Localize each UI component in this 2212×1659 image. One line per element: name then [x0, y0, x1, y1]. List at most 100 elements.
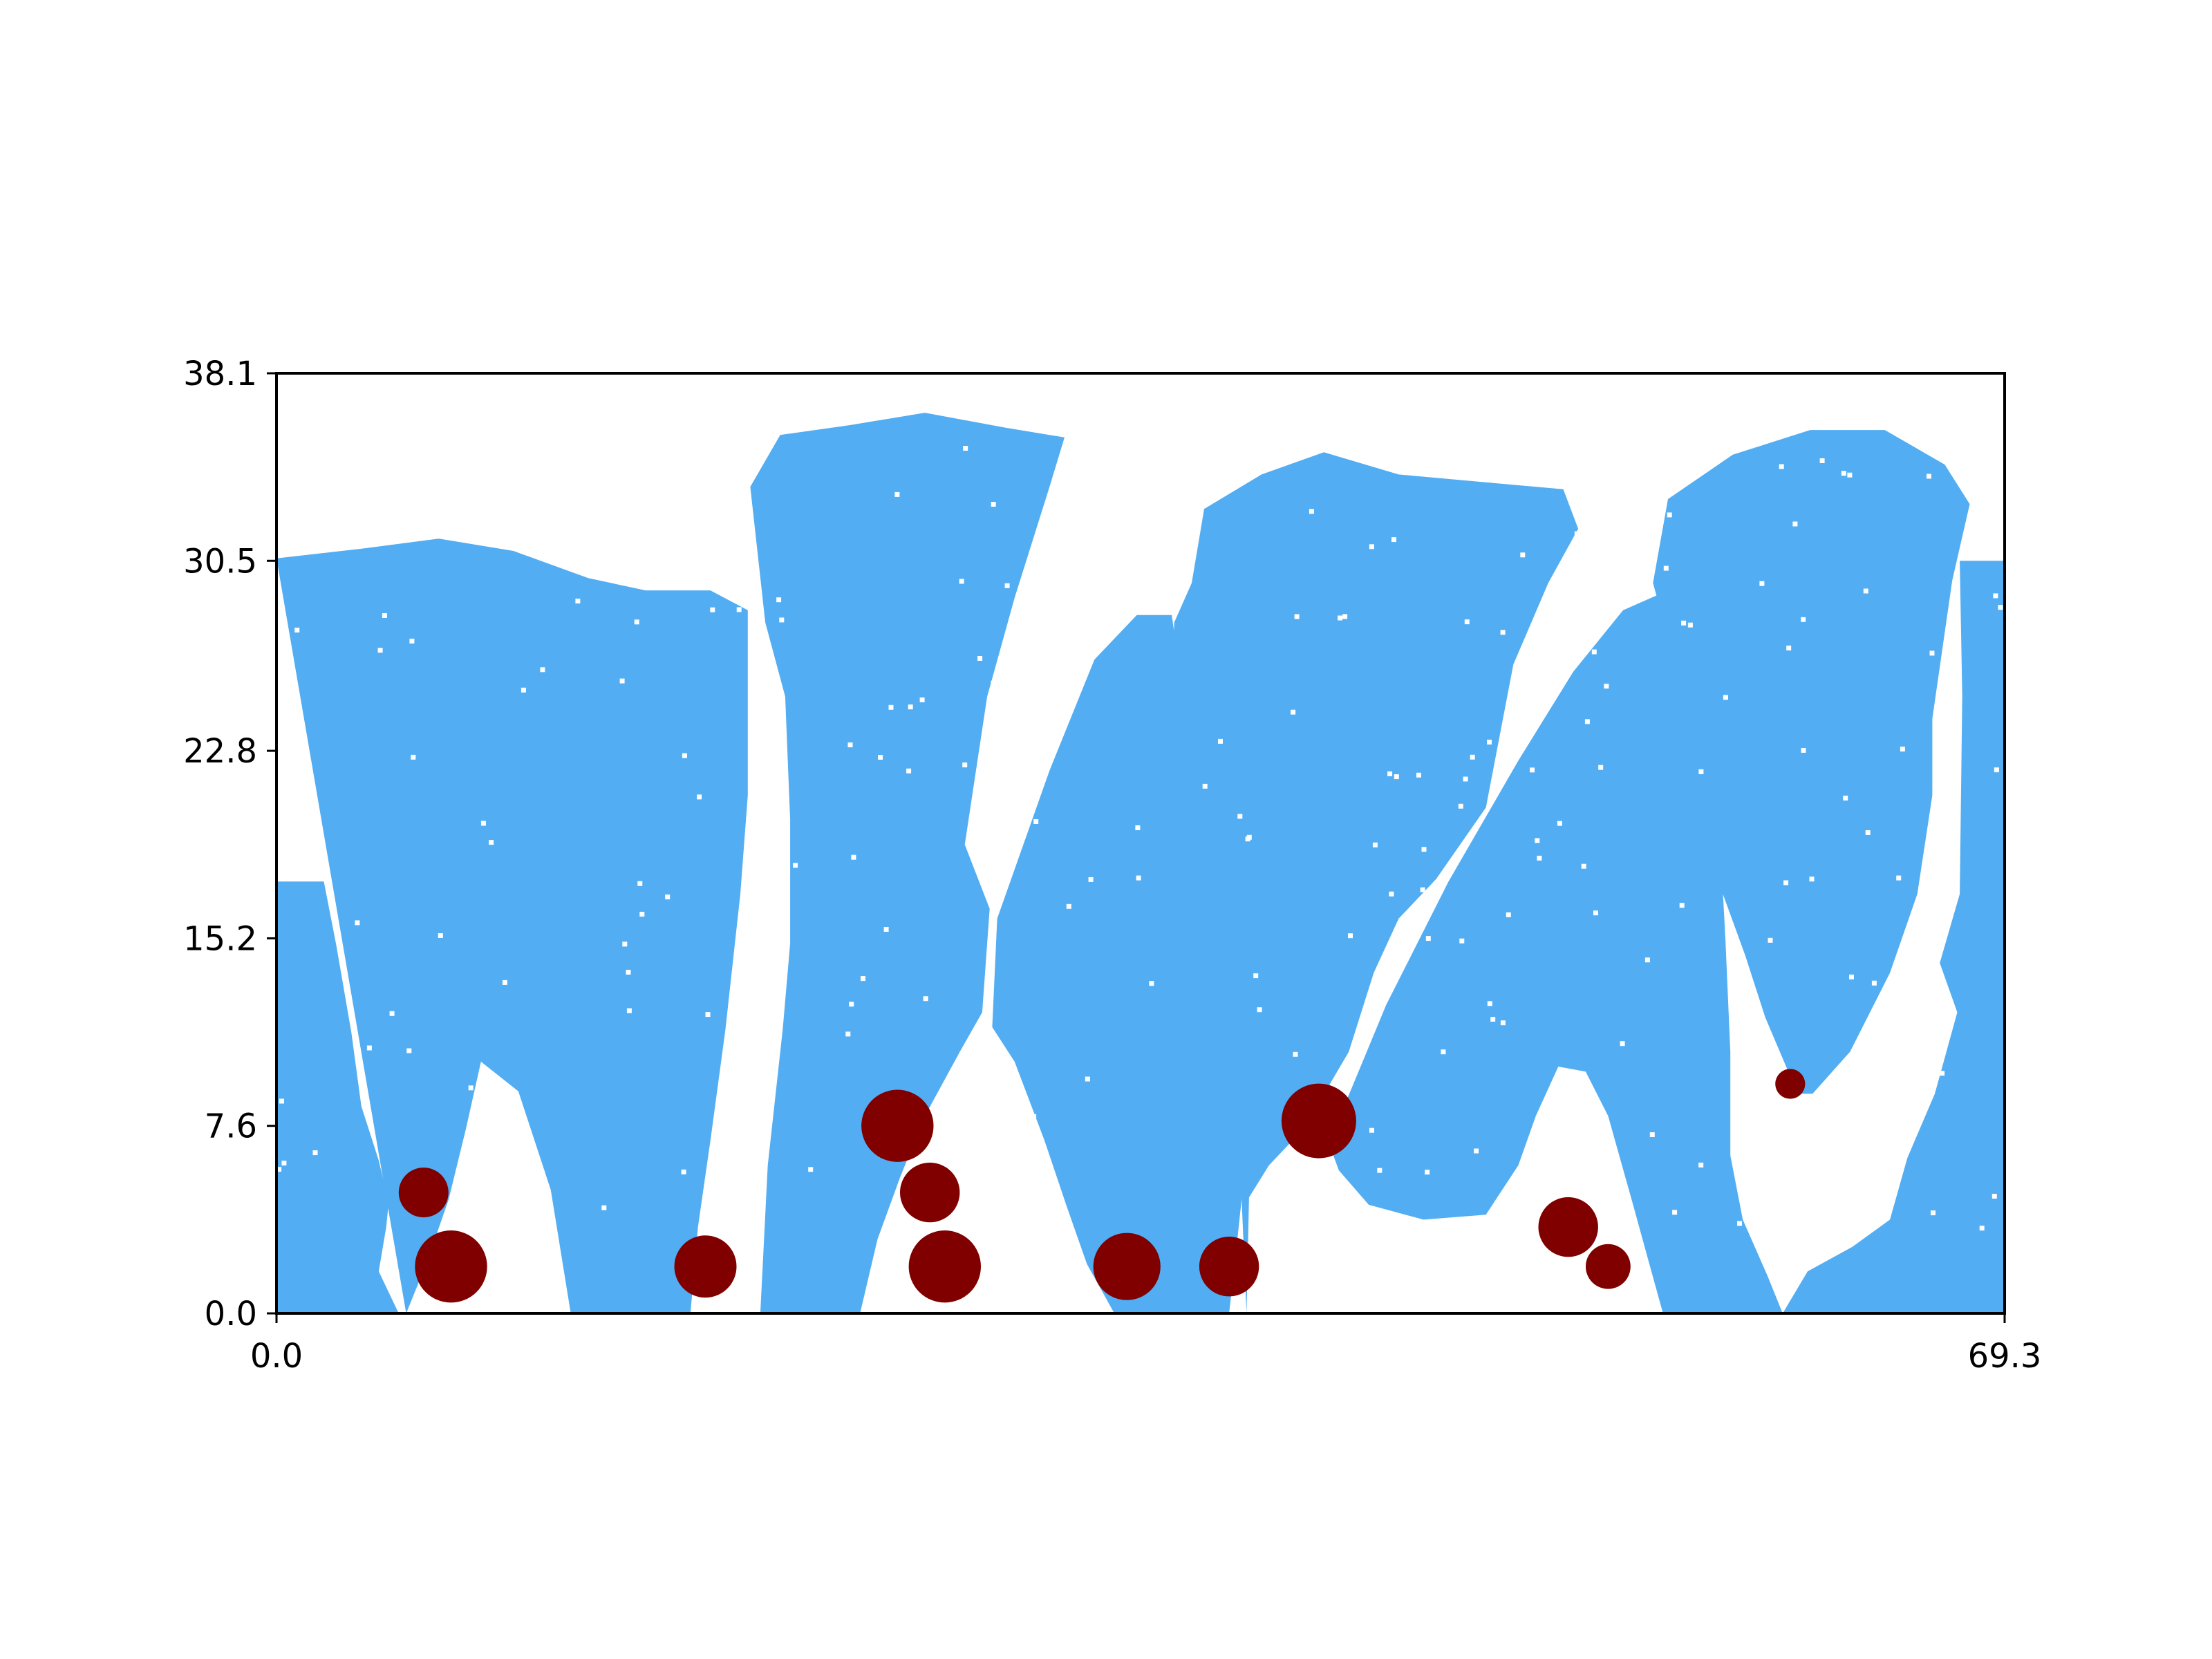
field-gap [467, 1165, 472, 1171]
field-gap [540, 1170, 545, 1176]
field-gap [312, 1150, 318, 1156]
field-gap [1136, 875, 1141, 881]
field-gap [1425, 1170, 1430, 1175]
field-gap [1474, 1148, 1479, 1154]
field-gap [622, 941, 628, 947]
field-gap [1033, 819, 1039, 824]
field-gap [1017, 665, 1022, 671]
field-gap [1841, 471, 1846, 476]
field-gap [1537, 1132, 1542, 1138]
y-tick-label: 22.8 [183, 732, 257, 771]
field-gap [1458, 803, 1463, 809]
field-gap [366, 1045, 372, 1051]
field-gap [1309, 509, 1314, 514]
field-gap [1387, 771, 1393, 776]
field-gap [1348, 933, 1353, 939]
field-gap [1463, 776, 1468, 782]
field-gap [1649, 1132, 1655, 1137]
field-gap [1849, 974, 1854, 980]
field-gap [888, 704, 894, 710]
field-gap [1679, 903, 1685, 908]
field-region-4 [1172, 452, 1579, 1313]
field-gap [1088, 877, 1094, 882]
field-gap [665, 894, 671, 900]
field-gap [1389, 891, 1394, 897]
field-gap [355, 920, 360, 926]
field-gap [991, 680, 996, 686]
field-gap [1830, 1087, 1835, 1093]
field-gap [1535, 838, 1540, 843]
field-gap [637, 881, 643, 886]
field-gap [1858, 1070, 1864, 1076]
field-gap [919, 697, 925, 702]
field-gap [1681, 620, 1687, 626]
field-gap [1809, 877, 1815, 882]
field-gap [1483, 471, 1488, 477]
field-gap [1109, 579, 1115, 584]
data-point [861, 1089, 934, 1162]
field-gap [1843, 796, 1848, 801]
x-axis: 0.0 69.3 [250, 1313, 2042, 1376]
x-tick-label: 69.3 [1968, 1337, 2042, 1376]
field-gap [1819, 458, 1825, 463]
data-point [908, 1230, 982, 1303]
field-gap [1520, 552, 1526, 558]
field-gap [1779, 464, 1784, 469]
field-gap [1584, 719, 1590, 724]
field-gap [1557, 821, 1562, 826]
field-gap [1487, 1001, 1492, 1006]
field-region-8 [276, 881, 399, 1313]
field-gap [1293, 1051, 1298, 1057]
field-gap [1257, 1007, 1262, 1013]
field-gap [1801, 748, 1806, 753]
data-point [1281, 1083, 1356, 1159]
field-gap [1598, 765, 1604, 770]
field-gap [991, 502, 996, 507]
field-gap [601, 1205, 607, 1210]
field-gap [1933, 449, 1939, 454]
y-axis: 0.0 7.6 15.2 22.8 30.5 38.1 [183, 355, 276, 1333]
field-gap [908, 704, 913, 710]
field-gap [705, 1012, 711, 1018]
field-gap [391, 491, 396, 497]
field-gap [1783, 880, 1789, 885]
field-gap [1131, 526, 1136, 532]
field-gap [710, 607, 715, 612]
field-gap [468, 1085, 474, 1091]
field-gap [571, 491, 577, 496]
field-gap [1253, 973, 1259, 979]
field-gap [480, 821, 486, 826]
data-point [415, 1230, 487, 1303]
field-gap [1369, 1127, 1374, 1133]
field-gap [1155, 526, 1161, 532]
field-gap [283, 433, 289, 439]
field-gap [851, 854, 856, 860]
field-gap [608, 536, 613, 541]
y-tick-label: 30.5 [183, 542, 257, 581]
field-gap [808, 1167, 814, 1172]
field-gap [541, 491, 547, 496]
data-point [674, 1235, 737, 1298]
field-region-5 [1329, 590, 1783, 1313]
field-gap [1500, 630, 1506, 635]
scatter-points [398, 1069, 1806, 1303]
field-gap [971, 1156, 977, 1162]
field-gap [1806, 1156, 1812, 1161]
field-gap [1581, 863, 1586, 869]
field-gap [619, 452, 624, 458]
field-gap [1991, 1194, 1997, 1199]
field-gap [1487, 740, 1492, 745]
field-gap [1048, 561, 1053, 567]
field-gap [1902, 1125, 1907, 1131]
field-gap [294, 628, 300, 632]
field-gap [639, 912, 645, 917]
field-gap [1374, 999, 1379, 1004]
field-gap [276, 1167, 282, 1172]
field-gap [878, 755, 883, 760]
field-gap [1291, 709, 1296, 715]
field-gap [962, 762, 968, 768]
field-gap [1994, 489, 1999, 494]
field-gap [619, 678, 625, 684]
field-gap [1698, 769, 1704, 774]
field-gap [1533, 1156, 1538, 1162]
